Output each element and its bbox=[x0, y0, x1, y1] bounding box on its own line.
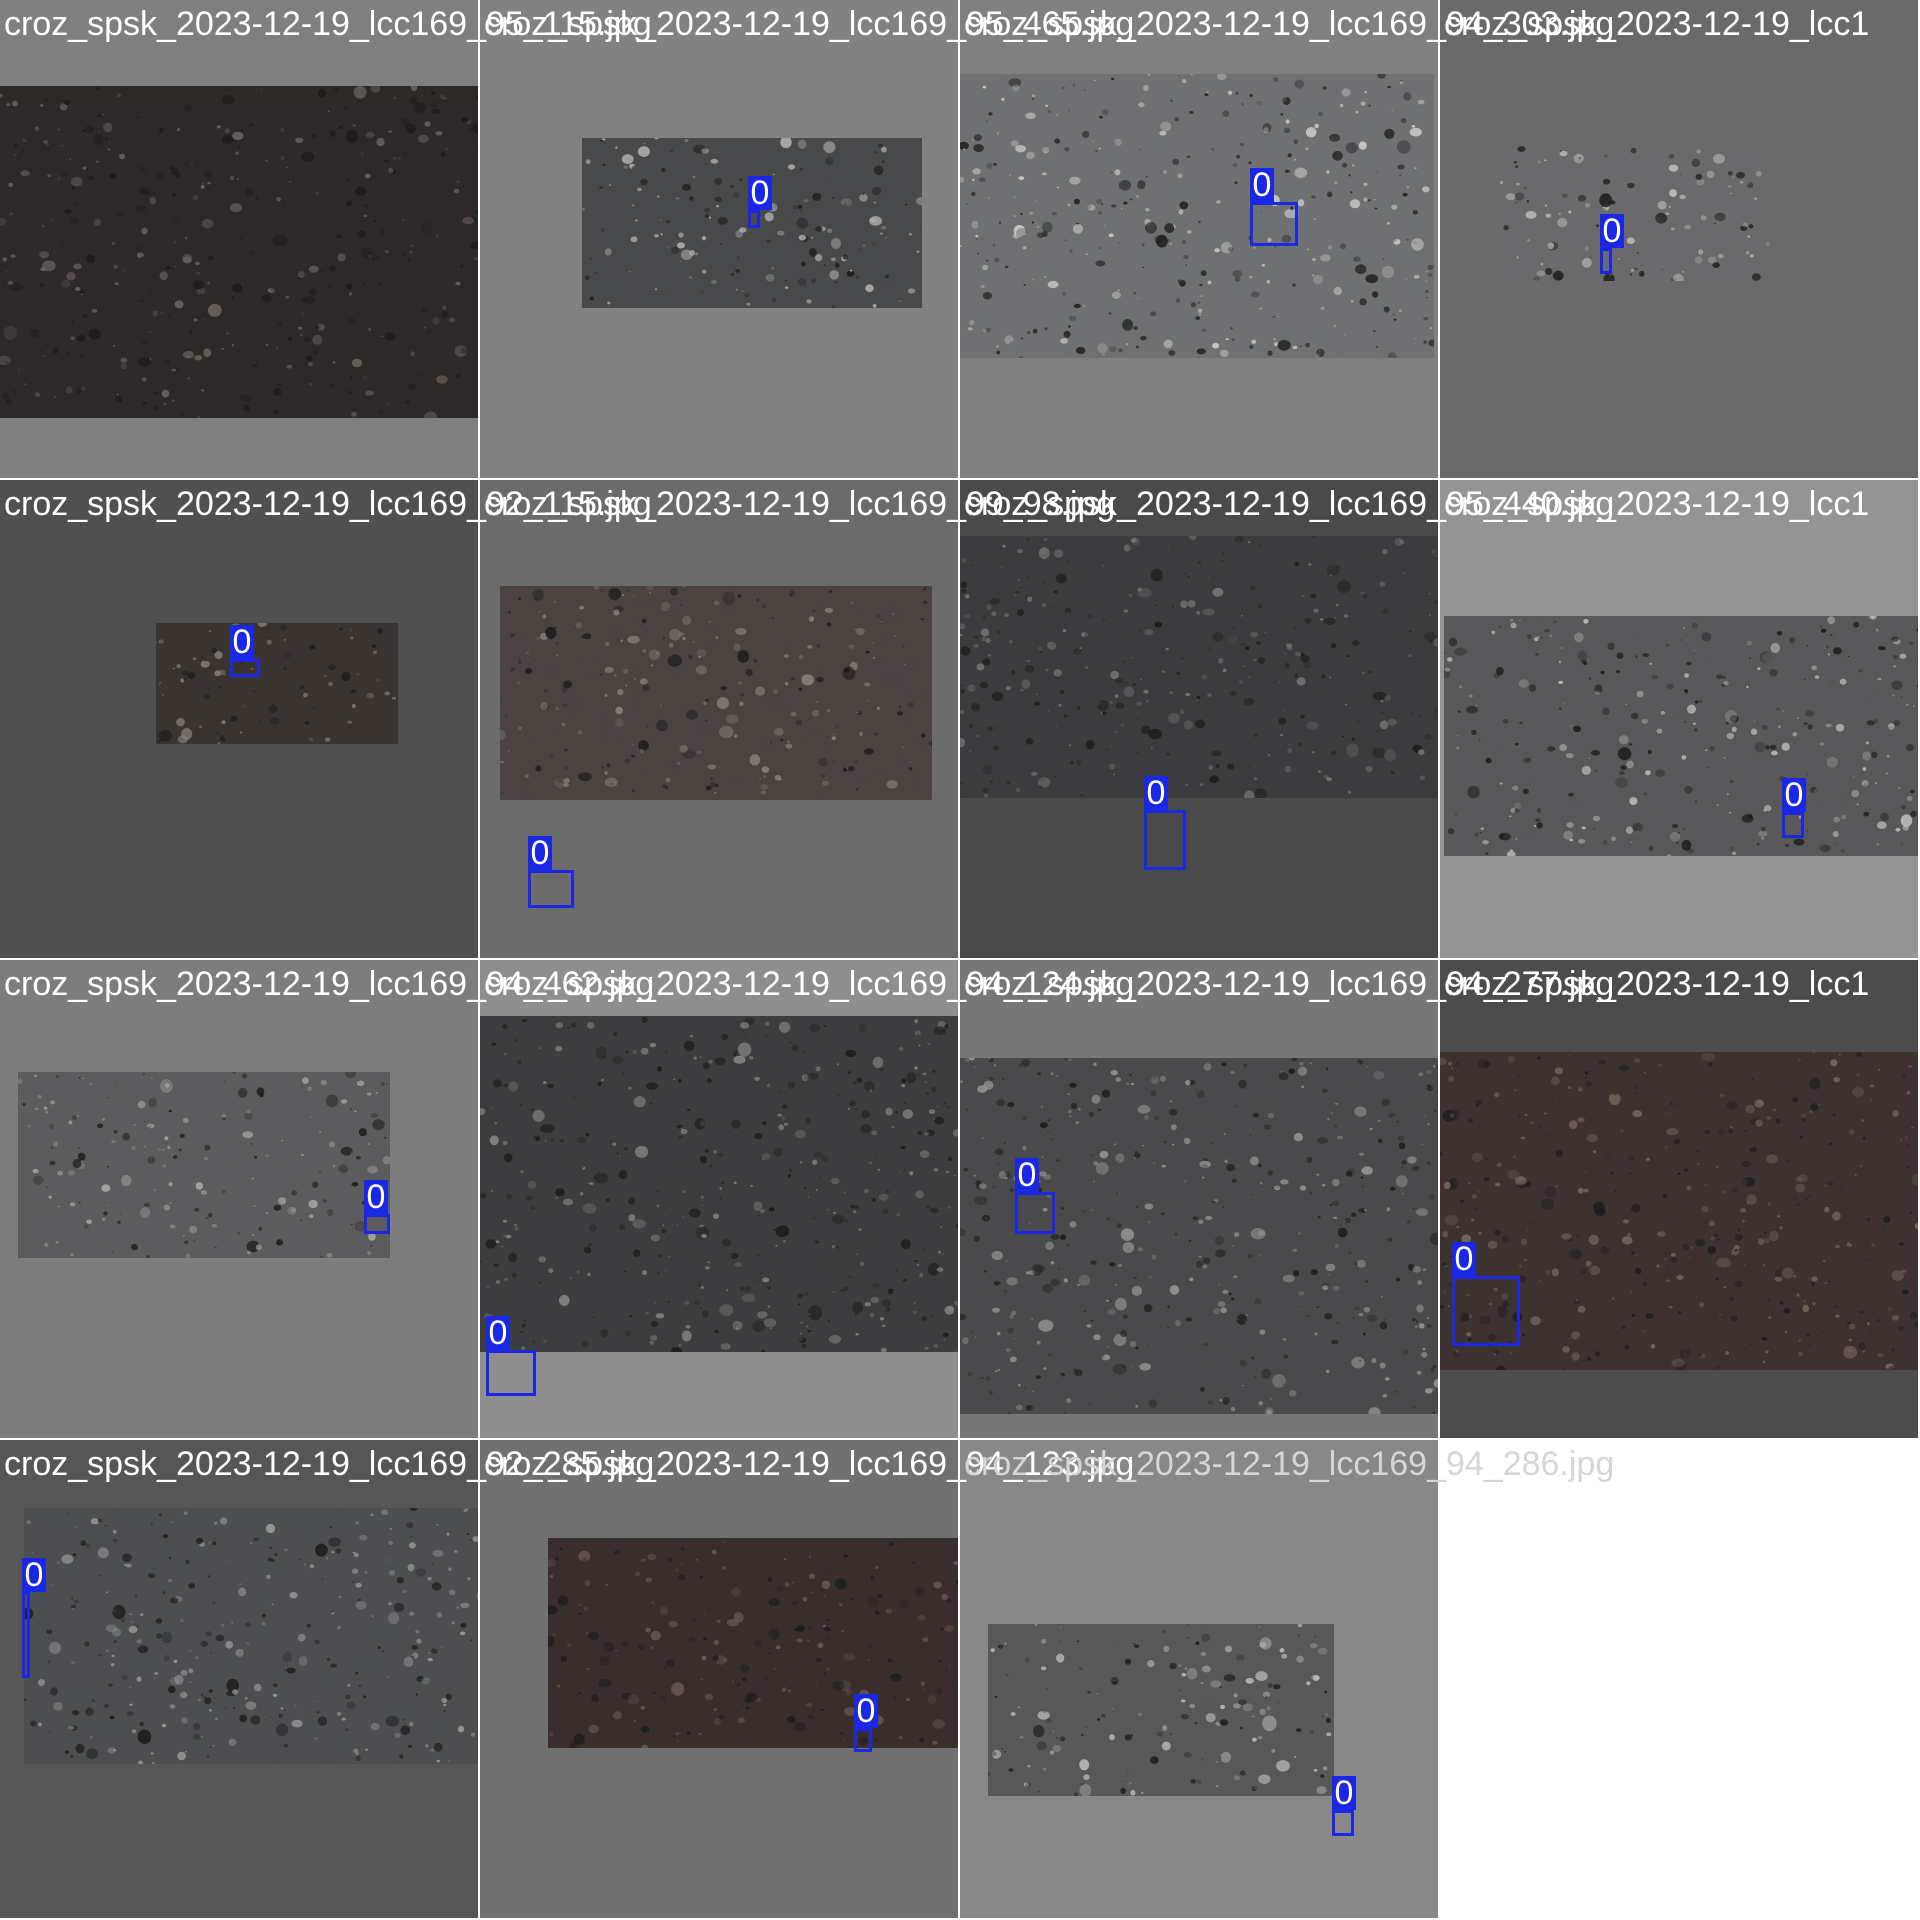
detection-box bbox=[1144, 810, 1186, 870]
gravel-texture bbox=[18, 1072, 390, 1258]
detection-box bbox=[364, 1214, 390, 1234]
gravel-texture bbox=[24, 1508, 478, 1764]
mosaic-tile: 0 bbox=[0, 480, 480, 960]
mosaic-tile: 0 bbox=[480, 1440, 960, 1920]
gravel-texture bbox=[500, 586, 932, 800]
mosaic-tile: 0 bbox=[0, 1440, 480, 1920]
image-filename-caption: croz_spsk_2023-12-19_lcc169_94_303.jpg bbox=[964, 5, 1615, 43]
detection-class-label: 0 bbox=[1250, 168, 1274, 202]
ground-photo bbox=[156, 623, 398, 744]
ground-photo bbox=[548, 1538, 958, 1748]
detection-class-label: 0 bbox=[486, 1316, 510, 1350]
detection-class-label: 0 bbox=[1332, 1776, 1356, 1810]
mosaic-tile: 0 bbox=[1440, 960, 1920, 1440]
image-filename-caption: croz_spsk_2023-12-19_lcc169_94_462.jpg bbox=[4, 965, 655, 1003]
image-filename-caption: croz_spsk_2023-12-19_lcc169_95_115.jpg bbox=[4, 5, 652, 43]
mosaic-tile: 0 bbox=[1440, 480, 1920, 960]
gravel-texture bbox=[0, 86, 478, 418]
mosaic-tile: 0 bbox=[960, 480, 1440, 960]
image-filename-caption: croz_spsk_2023-12-19_lcc169_92_285.jpg bbox=[4, 1445, 655, 1483]
detection-box bbox=[1452, 1276, 1520, 1346]
gravel-texture bbox=[156, 623, 398, 744]
ground-photo bbox=[960, 1058, 1438, 1414]
mosaic-tile: 0 bbox=[960, 1440, 1440, 1920]
ground-photo bbox=[500, 586, 932, 800]
gravel-texture bbox=[960, 536, 1438, 798]
detection-class-label: 0 bbox=[854, 1694, 878, 1728]
detection-box bbox=[1782, 812, 1804, 838]
detection-class-label: 0 bbox=[22, 1558, 46, 1592]
detection-class-label: 0 bbox=[1015, 1158, 1039, 1192]
ground-photo bbox=[582, 138, 922, 308]
image-filename-caption: croz_spsk_2023-12-19_lcc1 bbox=[1444, 965, 1870, 1003]
detection-box bbox=[1015, 1192, 1055, 1234]
ground-photo bbox=[960, 74, 1434, 358]
image-filename-caption: croz_spsk_2023-12-19_lcc169_95_465.jpg bbox=[484, 5, 1135, 43]
detection-box bbox=[528, 870, 574, 908]
detection-box bbox=[1600, 248, 1612, 274]
detection-class-label: 0 bbox=[1144, 776, 1168, 810]
gravel-texture bbox=[960, 74, 1434, 358]
image-filename-caption: croz_spsk_2023-12-19_lcc169_99_98.jpg bbox=[484, 485, 1116, 523]
detection-class-label: 0 bbox=[1782, 778, 1806, 812]
mosaic-tile: 0 bbox=[480, 960, 960, 1440]
mosaic-tile: 0 bbox=[0, 960, 480, 1440]
detection-box bbox=[1250, 202, 1298, 246]
image-filename-caption: croz_spsk_2023-12-19_lcc1 bbox=[1444, 5, 1870, 43]
ground-photo bbox=[18, 1072, 390, 1258]
gravel-texture bbox=[1444, 616, 1918, 856]
detection-class-label: 0 bbox=[748, 176, 772, 210]
image-filename-caption: croz_spsk_2023-12-19_lcc169_92_115.jpg bbox=[4, 485, 652, 523]
detection-class-label: 0 bbox=[364, 1180, 388, 1214]
gravel-texture bbox=[548, 1538, 958, 1748]
gravel-texture bbox=[1500, 145, 1772, 281]
ground-photo bbox=[1444, 616, 1918, 856]
ground-photo bbox=[988, 1624, 1334, 1796]
detection-class-label: 0 bbox=[1600, 214, 1624, 248]
image-filename-caption: croz_spsk_2023-12-19_lcc169_95_440.jpg bbox=[964, 485, 1615, 523]
detection-class-label: 0 bbox=[230, 625, 254, 659]
mosaic-tile: 0 bbox=[960, 0, 1440, 480]
image-filename-caption: croz_spsk_2023-12-19_lcc169_94_124.jpg bbox=[484, 965, 1135, 1003]
detection-class-label: 0 bbox=[528, 836, 552, 870]
ground-photo bbox=[1500, 145, 1772, 281]
detection-box bbox=[22, 1592, 30, 1678]
gravel-texture bbox=[988, 1624, 1334, 1796]
detection-class-label: 0 bbox=[1452, 1242, 1476, 1276]
detection-box bbox=[748, 210, 760, 228]
mosaic-tile bbox=[0, 0, 480, 480]
detection-box bbox=[1332, 1810, 1354, 1836]
gravel-texture bbox=[960, 1058, 1438, 1414]
ground-photo bbox=[480, 1016, 958, 1352]
mosaic-tile: 0 bbox=[480, 480, 960, 960]
detection-box bbox=[230, 659, 260, 677]
detection-box bbox=[486, 1350, 536, 1396]
mosaic-tile: 0 bbox=[1440, 0, 1920, 480]
gravel-texture bbox=[480, 1016, 958, 1352]
image-filename-caption: croz_spsk_2023-12-19_lcc169_94_286.jpg bbox=[964, 1445, 1615, 1483]
ground-photo bbox=[0, 86, 478, 418]
mosaic-tile: 0 bbox=[960, 960, 1440, 1440]
image-filename-caption: croz_spsk_2023-12-19_lcc1 bbox=[1444, 485, 1870, 523]
image-filename-caption: croz_spsk_2023-12-19_lcc169_94_277.jpg bbox=[964, 965, 1615, 1003]
detection-box bbox=[854, 1728, 872, 1752]
image-filename-caption: croz_spsk_2023-12-19_lcc169_94_123.jpg bbox=[484, 1445, 1135, 1483]
mosaic-tile: 0 bbox=[480, 0, 960, 480]
gravel-texture bbox=[582, 138, 922, 308]
ground-photo bbox=[960, 536, 1438, 798]
ground-photo bbox=[24, 1508, 478, 1764]
